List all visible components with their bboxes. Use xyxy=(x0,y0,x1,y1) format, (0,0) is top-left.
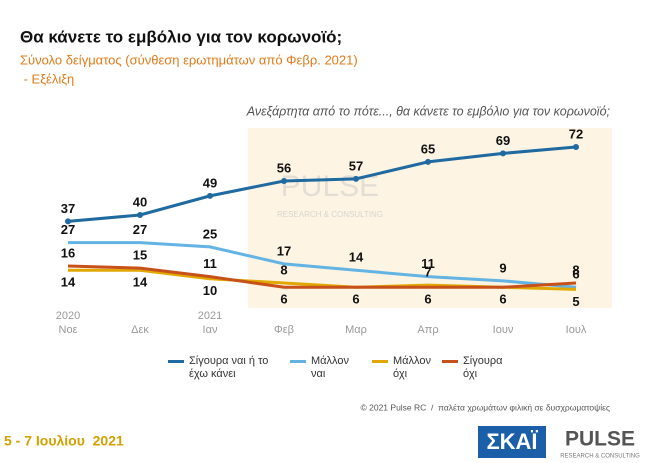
x-tick-label: Ιαν xyxy=(203,324,218,336)
source: © 2021 Pulse RC / παλέτα χρωμάτων φιλική… xyxy=(361,402,611,412)
legend-swatch xyxy=(372,360,388,363)
logo: RESEARCH & CONSULTING xyxy=(560,454,640,460)
x-tick-label: Απρ xyxy=(417,324,438,336)
point xyxy=(500,150,506,157)
legend-swatch xyxy=(442,360,458,363)
logo: ΣΚΑΪ xyxy=(486,429,538,454)
data-label: 11 xyxy=(421,256,435,271)
subtitle: Σύνολο δείγματος (σύνθεση ερωτημάτων από… xyxy=(20,52,358,67)
data-label: 6 xyxy=(499,292,506,307)
legend-item: Σίγουρα όχι xyxy=(442,355,513,381)
data-label: 37 xyxy=(61,201,75,216)
point xyxy=(573,144,579,150)
point xyxy=(425,158,431,165)
data-label: 72 xyxy=(569,126,583,141)
data-label: 49 xyxy=(203,175,217,190)
x-tick-label: Ιουν xyxy=(493,324,514,336)
question: Ανεξάρτητα από το πότε..., θα κάνετε το … xyxy=(246,104,611,118)
legend-item: Μάλλον όχι xyxy=(372,355,443,381)
x-tick-label: Φεβ xyxy=(274,324,294,336)
data-label: 56 xyxy=(277,160,291,175)
legend-swatch xyxy=(168,360,184,363)
data-label: 16 xyxy=(61,245,75,260)
x-tick-label: 2020 xyxy=(56,310,80,322)
subtitle: - Εξέλιξη xyxy=(20,71,74,86)
data-label: 6 xyxy=(424,292,431,307)
legend-label: Σίγουρα όχι xyxy=(463,355,503,380)
point xyxy=(207,192,213,199)
data-label: 17 xyxy=(277,243,291,258)
series-line xyxy=(67,145,577,223)
data-label: 11 xyxy=(203,256,217,271)
series-line xyxy=(67,264,577,289)
data-label: 69 xyxy=(496,133,510,148)
legend-swatch xyxy=(290,360,306,363)
data-label: 27 xyxy=(61,222,75,237)
x-tick-label: Νοε xyxy=(59,324,78,336)
data-label: 40 xyxy=(133,194,147,209)
data-label: 6 xyxy=(280,292,287,307)
data-label: 14 xyxy=(61,275,76,290)
watermark: PULSE xyxy=(281,170,379,203)
watermark: RESEARCH & CONSULTING xyxy=(277,210,383,219)
data-label: 6 xyxy=(352,292,359,307)
date: 5 - 7 Ιουλίου 2021 xyxy=(4,433,124,449)
x-tick-label: Δεκ xyxy=(131,324,149,336)
series-line xyxy=(68,241,577,289)
legend-label: Σίγουρα ναι ή το έχω κάνει xyxy=(189,355,269,380)
data-label: 5 xyxy=(572,294,579,309)
logo: PULSE xyxy=(565,428,635,451)
data-label: 27 xyxy=(133,222,147,237)
logo-box xyxy=(478,426,546,458)
data-label: 8 xyxy=(572,262,579,277)
legend-label: Μάλλον ναι xyxy=(311,355,349,380)
point xyxy=(353,175,359,182)
legend-item: Σίγουρα ναι ή το έχω κάνει xyxy=(168,355,289,381)
point xyxy=(137,212,143,218)
data-label: 15 xyxy=(133,248,147,263)
data-label: 25 xyxy=(203,226,217,241)
data-label: 6 xyxy=(572,267,579,282)
x-tick-label: Μαρ xyxy=(345,324,367,336)
point xyxy=(65,218,71,225)
x-tick-label: Ιουλ xyxy=(566,324,587,336)
data-label: 10 xyxy=(203,283,217,298)
chart-title: Θα κάνετε το εμβόλιο για τον κορωνοϊό; xyxy=(20,27,342,46)
legend-item: Μάλλον ναι xyxy=(290,355,361,381)
data-label: 9 xyxy=(499,260,506,275)
legend-label: Μάλλον όχι xyxy=(393,355,431,380)
point xyxy=(281,178,287,184)
data-label: 8 xyxy=(280,262,287,277)
data-label: 14 xyxy=(133,275,148,290)
x-tick-label: 2021 xyxy=(198,310,222,322)
data-label: 65 xyxy=(421,141,435,156)
data-label: 14 xyxy=(349,250,364,265)
data-label: 57 xyxy=(349,158,363,173)
data-label: 7 xyxy=(424,265,431,280)
